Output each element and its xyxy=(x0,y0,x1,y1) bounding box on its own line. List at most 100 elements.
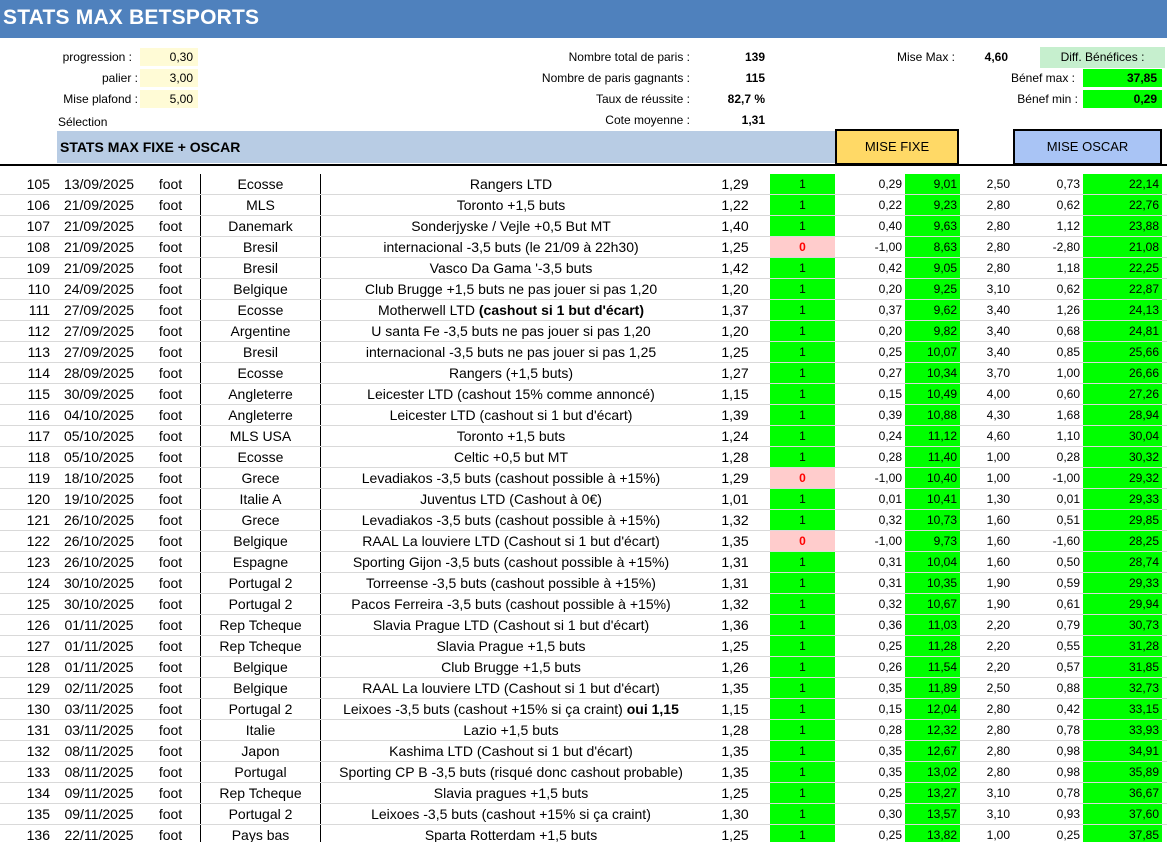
sport-cell[interactable]: foot xyxy=(158,176,183,192)
country-cell[interactable]: Ecosse xyxy=(200,174,321,194)
result-cell[interactable]: 1 xyxy=(770,615,835,635)
cote-cell[interactable]: 1,25 xyxy=(721,785,749,801)
result-cell[interactable]: 1 xyxy=(770,720,835,740)
date-cell[interactable]: 21/09/2025 xyxy=(63,197,135,213)
result-cell[interactable]: 1 xyxy=(770,405,835,425)
row-number-cell[interactable]: 126 xyxy=(26,617,50,633)
cumul-fixe-cell[interactable]: 10,34 xyxy=(905,363,960,383)
row-number-cell[interactable]: 127 xyxy=(26,638,50,654)
result-cell[interactable]: 1 xyxy=(770,825,835,842)
mise-oscar-cell[interactable]: 2,80 xyxy=(986,219,1010,233)
result-cell[interactable]: 0 xyxy=(770,237,835,257)
sport-cell[interactable]: foot xyxy=(158,197,183,213)
gain-oscar-cell[interactable]: 0,98 xyxy=(1056,765,1080,779)
country-cell[interactable]: Bresil xyxy=(200,237,321,257)
match-cell[interactable]: Slavia Prague +1,5 buts xyxy=(322,636,700,656)
country-cell[interactable]: Rep Tcheque xyxy=(200,615,321,635)
match-cell[interactable]: RAAL La louviere LTD (Cashout si 1 but d… xyxy=(322,678,700,698)
cote-cell[interactable]: 1,27 xyxy=(721,365,749,381)
gain-fixe-cell[interactable]: -1,00 xyxy=(874,471,902,485)
date-cell[interactable]: 04/10/2025 xyxy=(63,407,135,423)
result-cell[interactable]: 1 xyxy=(770,300,835,320)
cumul-oscar-cell[interactable]: 29,32 xyxy=(1083,468,1162,488)
country-cell[interactable]: Grece xyxy=(200,510,321,530)
country-cell[interactable]: Bresil xyxy=(200,258,321,278)
table-row[interactable]: 114 28/09/2025 foot Ecosse Rangers (+1,5 but… xyxy=(0,363,1167,384)
gain-fixe-cell[interactable]: 0,01 xyxy=(878,492,902,506)
table-row[interactable]: 120 19/10/2025 foot Italie A Juventus LTD (C… xyxy=(0,489,1167,510)
country-cell[interactable]: Ecosse xyxy=(200,363,321,383)
cote-cell[interactable]: 1,35 xyxy=(721,764,749,780)
cote-cell[interactable]: 1,40 xyxy=(721,218,749,234)
date-cell[interactable]: 09/11/2025 xyxy=(64,806,134,822)
cumul-fixe-cell[interactable]: 9,01 xyxy=(905,174,960,194)
table-row[interactable]: 133 08/11/2025 foot Portugal Sporting CP B -… xyxy=(0,762,1167,783)
mise-oscar-cell[interactable]: 1,60 xyxy=(986,534,1010,548)
mise-oscar-cell[interactable]: 2,80 xyxy=(986,702,1010,716)
row-number-cell[interactable]: 129 xyxy=(26,680,50,696)
mise-oscar-cell[interactable]: 2,20 xyxy=(986,618,1010,632)
match-cell[interactable]: Leicester LTD (cashout 15% comme annoncé… xyxy=(322,384,700,404)
cumul-fixe-cell[interactable]: 13,02 xyxy=(905,762,960,782)
gain-fixe-cell[interactable]: -1,00 xyxy=(874,240,902,254)
table-row[interactable]: 126 01/11/2025 foot Rep Tcheque Slavia Pragu… xyxy=(0,615,1167,636)
cumul-fixe-cell[interactable]: 10,67 xyxy=(905,594,960,614)
cumul-fixe-cell[interactable]: 11,54 xyxy=(905,657,960,677)
table-row[interactable]: 118 05/10/2025 foot Ecosse Celtic +0,5 but M… xyxy=(0,447,1167,468)
date-cell[interactable]: 27/09/2025 xyxy=(63,302,135,318)
row-number-cell[interactable]: 109 xyxy=(26,260,50,276)
table-row[interactable]: 116 04/10/2025 foot Angleterre Leicester LTD… xyxy=(0,405,1167,426)
sport-cell[interactable]: foot xyxy=(158,512,183,528)
mise-oscar-cell[interactable]: 2,80 xyxy=(986,198,1010,212)
match-cell[interactable]: Levadiakos -3,5 buts (cashout possible à… xyxy=(322,510,700,530)
mise-oscar-cell[interactable]: 2,50 xyxy=(986,177,1010,191)
mise-oscar-cell[interactable]: 3,10 xyxy=(986,807,1010,821)
cumul-fixe-cell[interactable]: 9,25 xyxy=(905,279,960,299)
match-cell[interactable]: Pacos Ferreira -3,5 buts (cashout possib… xyxy=(322,594,700,614)
cote-cell[interactable]: 1,24 xyxy=(721,428,749,444)
match-cell[interactable]: Leixoes -3,5 buts (cashout +15% si ça cr… xyxy=(322,804,700,824)
gain-fixe-cell[interactable]: 0,39 xyxy=(878,408,902,422)
cumul-oscar-cell[interactable]: 22,76 xyxy=(1083,195,1162,215)
cote-cell[interactable]: 1,36 xyxy=(721,617,749,633)
row-number-cell[interactable]: 134 xyxy=(26,785,50,801)
table-row[interactable]: 110 24/09/2025 foot Belgique Club Brugge +1,… xyxy=(0,279,1167,300)
row-number-cell[interactable]: 124 xyxy=(26,575,50,591)
table-row[interactable]: 119 18/10/2025 foot Grece Levadiakos -3,5 bu… xyxy=(0,468,1167,489)
mise-oscar-cell[interactable]: 1,00 xyxy=(986,450,1010,464)
result-cell[interactable]: 1 xyxy=(770,258,835,278)
gain-fixe-cell[interactable]: 0,36 xyxy=(878,618,902,632)
result-cell[interactable]: 1 xyxy=(770,657,835,677)
cumul-fixe-cell[interactable]: 11,89 xyxy=(905,678,960,698)
cumul-oscar-cell[interactable]: 26,66 xyxy=(1083,363,1162,383)
gain-fixe-cell[interactable]: 0,30 xyxy=(878,807,902,821)
gain-fixe-cell[interactable]: 0,22 xyxy=(878,198,902,212)
row-number-cell[interactable]: 108 xyxy=(26,239,50,255)
row-number-cell[interactable]: 119 xyxy=(27,470,50,486)
gain-fixe-cell[interactable]: 0,25 xyxy=(878,639,902,653)
cote-cell[interactable]: 1,15 xyxy=(721,701,749,717)
match-cell[interactable]: Club Brugge +1,5 buts ne pas jouer si pa… xyxy=(322,279,700,299)
match-cell[interactable]: Leicester LTD (cashout si 1 but d'écart) xyxy=(322,405,700,425)
date-cell[interactable]: 21/09/2025 xyxy=(63,239,135,255)
result-cell[interactable]: 1 xyxy=(770,783,835,803)
match-cell[interactable]: Levadiakos -3,5 buts (cashout possible à… xyxy=(322,468,700,488)
row-number-cell[interactable]: 125 xyxy=(26,596,50,612)
cote-cell[interactable]: 1,01 xyxy=(721,491,749,507)
cumul-oscar-cell[interactable]: 25,66 xyxy=(1083,342,1162,362)
row-number-cell[interactable]: 121 xyxy=(26,512,50,528)
cumul-oscar-cell[interactable]: 28,25 xyxy=(1083,531,1162,551)
row-number-cell[interactable]: 131 xyxy=(26,722,50,738)
table-row[interactable]: 125 30/10/2025 foot Portugal 2 Pacos Ferreir… xyxy=(0,594,1167,615)
cumul-oscar-cell[interactable]: 29,85 xyxy=(1083,510,1162,530)
sport-cell[interactable]: foot xyxy=(158,428,183,444)
result-cell[interactable]: 1 xyxy=(770,678,835,698)
cote-cell[interactable]: 1,26 xyxy=(721,659,749,675)
cumul-oscar-cell[interactable]: 30,32 xyxy=(1083,447,1162,467)
row-number-cell[interactable]: 110 xyxy=(27,281,50,297)
cumul-oscar-cell[interactable]: 31,85 xyxy=(1083,657,1162,677)
cumul-oscar-cell[interactable]: 22,25 xyxy=(1083,258,1162,278)
sport-cell[interactable]: foot xyxy=(158,701,183,717)
date-cell[interactable]: 18/10/2025 xyxy=(63,470,135,486)
sport-cell[interactable]: foot xyxy=(158,365,183,381)
